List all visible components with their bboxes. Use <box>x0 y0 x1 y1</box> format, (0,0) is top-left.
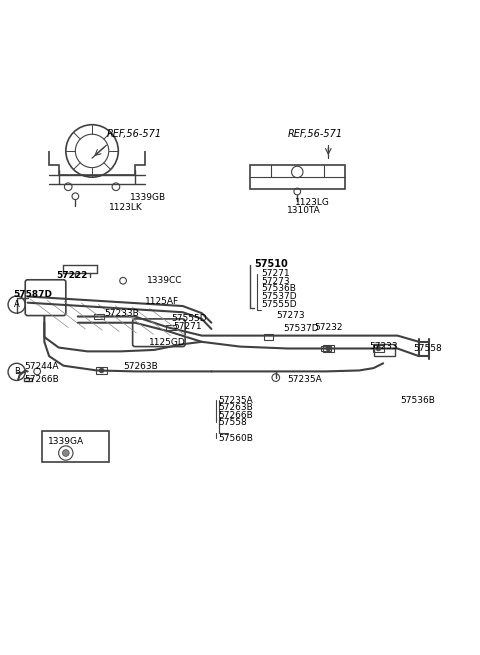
Text: 57536B: 57536B <box>400 396 435 405</box>
Text: 1125GD: 1125GD <box>149 338 186 347</box>
Text: 57235A: 57235A <box>218 396 253 405</box>
Text: 57558: 57558 <box>218 419 247 428</box>
Text: 57510: 57510 <box>254 259 288 269</box>
Circle shape <box>62 450 69 457</box>
Text: 57222: 57222 <box>56 271 88 280</box>
Text: 1123LK: 1123LK <box>109 203 143 212</box>
Text: REF,56-571: REF,56-571 <box>288 129 343 139</box>
Text: 1339CC: 1339CC <box>147 276 182 285</box>
Text: A: A <box>14 300 20 309</box>
Text: 57560B: 57560B <box>218 434 253 443</box>
Text: 57536B: 57536B <box>262 284 296 293</box>
Text: 57244A: 57244A <box>24 362 59 371</box>
Text: REF,56-571: REF,56-571 <box>107 129 161 139</box>
Text: 57266B: 57266B <box>24 375 59 384</box>
Circle shape <box>99 368 104 373</box>
Text: 57233B: 57233B <box>104 309 139 318</box>
Text: 57271: 57271 <box>262 269 290 278</box>
Text: 57537D: 57537D <box>283 324 319 333</box>
Text: 57271: 57271 <box>173 322 202 331</box>
Text: 57263B: 57263B <box>218 403 253 412</box>
Text: 57558: 57558 <box>413 345 442 354</box>
Text: 1339GA: 1339GA <box>48 437 84 446</box>
Text: 57587D: 57587D <box>13 290 52 299</box>
Text: 1310TA: 1310TA <box>287 206 321 215</box>
Text: 57537D: 57537D <box>262 292 297 301</box>
Text: 57233: 57233 <box>369 342 397 351</box>
Circle shape <box>376 346 381 351</box>
Text: 57555D: 57555D <box>171 314 206 324</box>
Text: 57235A: 57235A <box>288 375 323 384</box>
Text: B: B <box>14 367 20 377</box>
Text: 57273: 57273 <box>276 311 304 320</box>
Text: 57232: 57232 <box>314 323 342 332</box>
Text: 1125AF: 1125AF <box>144 297 179 306</box>
Text: 57555D: 57555D <box>262 299 297 309</box>
Text: 57266B: 57266B <box>218 411 253 420</box>
Text: 1123LG: 1123LG <box>295 198 330 207</box>
Text: 57273: 57273 <box>262 276 290 286</box>
Text: 1339GB: 1339GB <box>130 193 167 202</box>
Text: 57263B: 57263B <box>123 362 158 371</box>
Circle shape <box>326 346 331 351</box>
